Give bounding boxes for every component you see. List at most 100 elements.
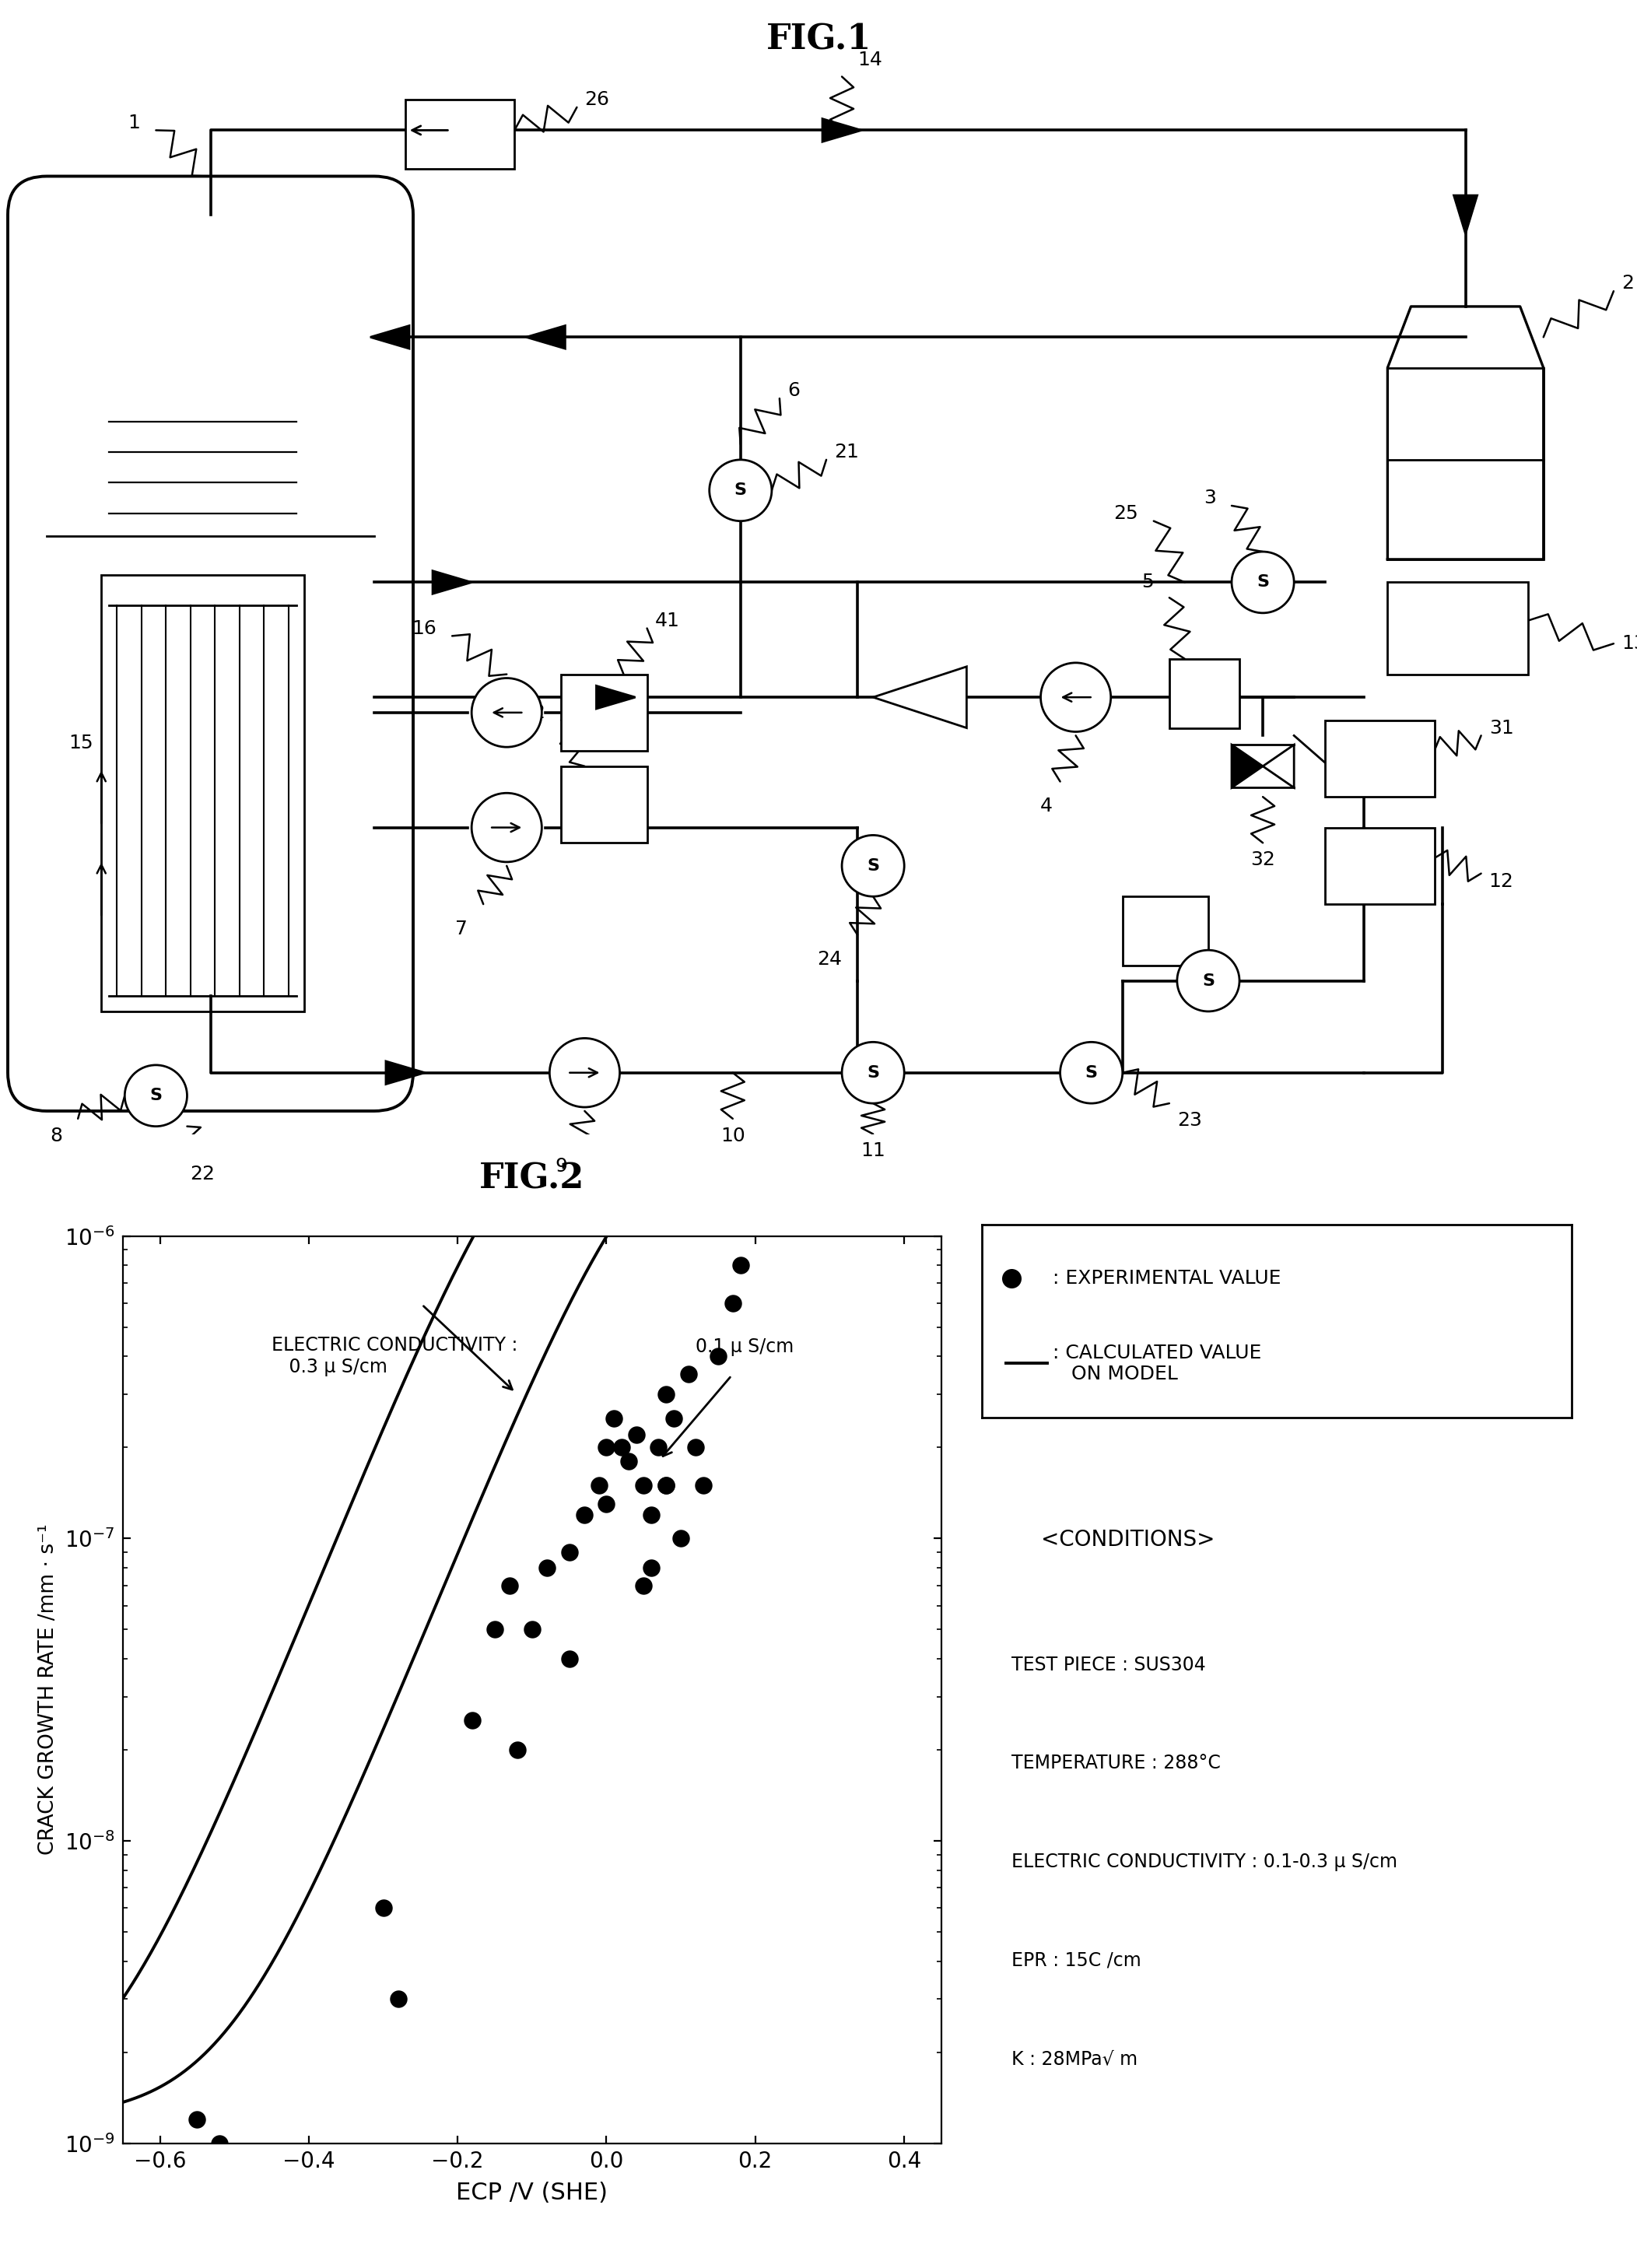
Text: 13: 13	[1621, 635, 1637, 653]
Point	[534, 1549, 560, 1585]
Text: 8: 8	[49, 1127, 62, 1145]
Text: 3: 3	[1203, 488, 1216, 508]
Polygon shape	[1262, 744, 1293, 787]
Text: 9: 9	[555, 1157, 568, 1175]
Circle shape	[841, 1041, 904, 1102]
Bar	[561, 674, 647, 751]
Polygon shape	[596, 685, 635, 708]
Point	[742, 1127, 768, 1163]
Text: 12: 12	[1490, 871, 1514, 891]
Polygon shape	[1231, 744, 1262, 787]
Circle shape	[124, 1066, 187, 1127]
Point	[504, 1733, 530, 1769]
Text: 26: 26	[584, 91, 609, 109]
Point	[630, 1467, 656, 1504]
Point	[706, 1338, 732, 1374]
Point	[370, 1889, 396, 1926]
Text: 10: 10	[720, 1127, 745, 1145]
Text: 22: 22	[190, 1166, 214, 1184]
Bar	[1169, 660, 1239, 728]
Bar	[1326, 721, 1434, 796]
Text: EPR : 15C /cm: EPR : 15C /cm	[1012, 1950, 1141, 1969]
Bar	[1388, 583, 1527, 674]
Text: 14: 14	[858, 50, 882, 68]
Point	[638, 1497, 665, 1533]
Point	[616, 1442, 642, 1479]
Polygon shape	[432, 572, 471, 594]
Text: S: S	[149, 1089, 162, 1105]
FancyBboxPatch shape	[8, 177, 413, 1111]
Circle shape	[471, 678, 542, 746]
Text: K : 28MPa√ m: K : 28MPa√ m	[1012, 2050, 1138, 2068]
Point	[683, 1429, 709, 1465]
Text: S: S	[868, 1066, 879, 1080]
Text: 15: 15	[69, 735, 93, 753]
Text: 2: 2	[1621, 274, 1634, 293]
Text: ELECTRIC CONDUCTIVITY : 0.1-0.3 μ S/cm: ELECTRIC CONDUCTIVITY : 0.1-0.3 μ S/cm	[1012, 1853, 1398, 1871]
Text: FIG.1: FIG.1	[766, 23, 871, 57]
Text: 11: 11	[861, 1141, 886, 1161]
Text: 31: 31	[1490, 719, 1514, 737]
Circle shape	[1041, 662, 1112, 733]
Point	[638, 1549, 665, 1585]
Point	[624, 1418, 650, 1454]
Point	[460, 1703, 486, 1740]
Point	[653, 1467, 679, 1504]
Bar	[1123, 896, 1208, 966]
Point	[601, 1399, 627, 1436]
Point	[519, 1610, 545, 1647]
Point	[481, 1610, 507, 1647]
Text: : EXPERIMENTAL VALUE: : EXPERIMENTAL VALUE	[1053, 1270, 1282, 1288]
Bar	[1388, 367, 1544, 560]
Polygon shape	[873, 667, 966, 728]
Text: 41: 41	[655, 612, 679, 631]
Point	[557, 1640, 583, 1676]
Circle shape	[709, 460, 771, 522]
Text: 24: 24	[817, 950, 841, 968]
Text: : CALCULATED VALUE
   ON MODEL: : CALCULATED VALUE ON MODEL	[1053, 1343, 1262, 1383]
Point	[586, 1467, 612, 1504]
Text: 4: 4	[1039, 796, 1053, 816]
Point	[609, 1429, 635, 1465]
Point	[206, 2125, 232, 2161]
Circle shape	[550, 1039, 620, 1107]
Text: S: S	[1257, 574, 1269, 590]
Point	[593, 1429, 619, 1465]
X-axis label: ECP /V (SHE): ECP /V (SHE)	[457, 2182, 607, 2204]
Bar	[406, 100, 514, 168]
Text: 23: 23	[1177, 1111, 1202, 1129]
Text: 5: 5	[1141, 574, 1154, 592]
Text: 21: 21	[835, 442, 859, 460]
Point	[593, 1486, 619, 1522]
Text: S: S	[868, 857, 879, 873]
Text: 32: 32	[1251, 850, 1275, 869]
Text: 16: 16	[413, 619, 437, 637]
Polygon shape	[1454, 195, 1477, 234]
Circle shape	[1061, 1041, 1123, 1102]
Point	[557, 1533, 583, 1569]
Point	[630, 1567, 656, 1603]
Text: 25: 25	[1113, 503, 1138, 522]
Point	[660, 1399, 686, 1436]
Polygon shape	[822, 118, 861, 143]
Circle shape	[1177, 950, 1239, 1012]
Point	[653, 1377, 679, 1413]
Polygon shape	[370, 327, 409, 349]
Polygon shape	[1388, 306, 1544, 560]
Point	[496, 1567, 522, 1603]
Point	[720, 1286, 746, 1322]
Y-axis label: CRACK GROWTH RATE /mm · s⁻¹: CRACK GROWTH RATE /mm · s⁻¹	[38, 1524, 59, 1855]
Point	[674, 1356, 701, 1393]
Polygon shape	[386, 1061, 426, 1084]
Point	[727, 1247, 753, 1284]
Circle shape	[1231, 551, 1293, 612]
Bar	[561, 767, 647, 844]
Point	[385, 1980, 411, 2016]
Point	[691, 1467, 717, 1504]
Text: TEMPERATURE : 288°C: TEMPERATURE : 288°C	[1012, 1753, 1221, 1774]
Text: 6: 6	[787, 381, 800, 399]
Point	[645, 1429, 671, 1465]
Point	[668, 1520, 694, 1556]
Text: <CONDITIONS>: <CONDITIONS>	[1041, 1529, 1215, 1551]
Point	[571, 1497, 598, 1533]
